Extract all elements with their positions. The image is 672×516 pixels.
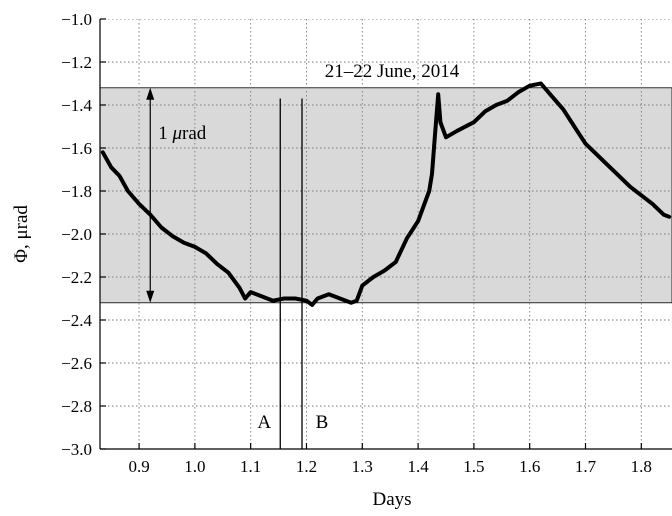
x-tick-label: 1.5 (463, 457, 484, 476)
x-tick-label: 1.1 (240, 457, 261, 476)
marker-label-b: B (316, 412, 329, 433)
range-arrow-label: 1 μrad (158, 123, 207, 144)
x-axis-title: Days (372, 489, 411, 510)
series-layer (100, 81, 672, 307)
y-tick-label: −1.4 (61, 96, 92, 115)
y-tick-label: −2.0 (61, 225, 92, 244)
y-tick-label: −2.2 (61, 268, 92, 287)
x-tick-label: 1.3 (352, 457, 373, 476)
range-arrow-layer: 1 μrad (146, 87, 207, 303)
series-line (100, 81, 672, 307)
range-arrow-head-down (146, 290, 155, 303)
x-tick-label: 1.2 (296, 457, 317, 476)
x-tick-label: 1.7 (575, 457, 597, 476)
y-tick-label: −1.2 (61, 53, 92, 72)
y-tick-label: −2.4 (61, 311, 92, 330)
x-tick-label: 1.4 (407, 457, 429, 476)
y-axis-title: Φ, μrad (11, 205, 32, 263)
chart-title: 21–22 June, 2014 (325, 61, 460, 82)
labels-layer: 21–22 June, 2014 Days Φ, μrad (11, 61, 460, 510)
x-tick-label: 0.9 (128, 457, 149, 476)
y-tick-label: −2.8 (61, 397, 92, 416)
marker-label-a: A (257, 412, 271, 433)
y-tick-label: −2.6 (61, 354, 92, 373)
y-tick-label: −1.6 (61, 139, 92, 158)
y-tick-label: −1.8 (61, 182, 92, 201)
y-tick-label: −1.0 (61, 10, 92, 29)
x-tick-label: 1.8 (631, 457, 652, 476)
axis-layer: −1.0 −1.2 −1.4 −1.6 −1.8 −2.0 −2.2 −2.4 −2.6 −2.8… (61, 10, 672, 476)
x-tick-label: 1.0 (184, 457, 205, 476)
x-tick-label: 1.6 (519, 457, 540, 476)
y-tick-label: −3.0 (61, 440, 92, 459)
range-arrow-head-up (146, 87, 155, 100)
grid-layer (100, 19, 672, 449)
